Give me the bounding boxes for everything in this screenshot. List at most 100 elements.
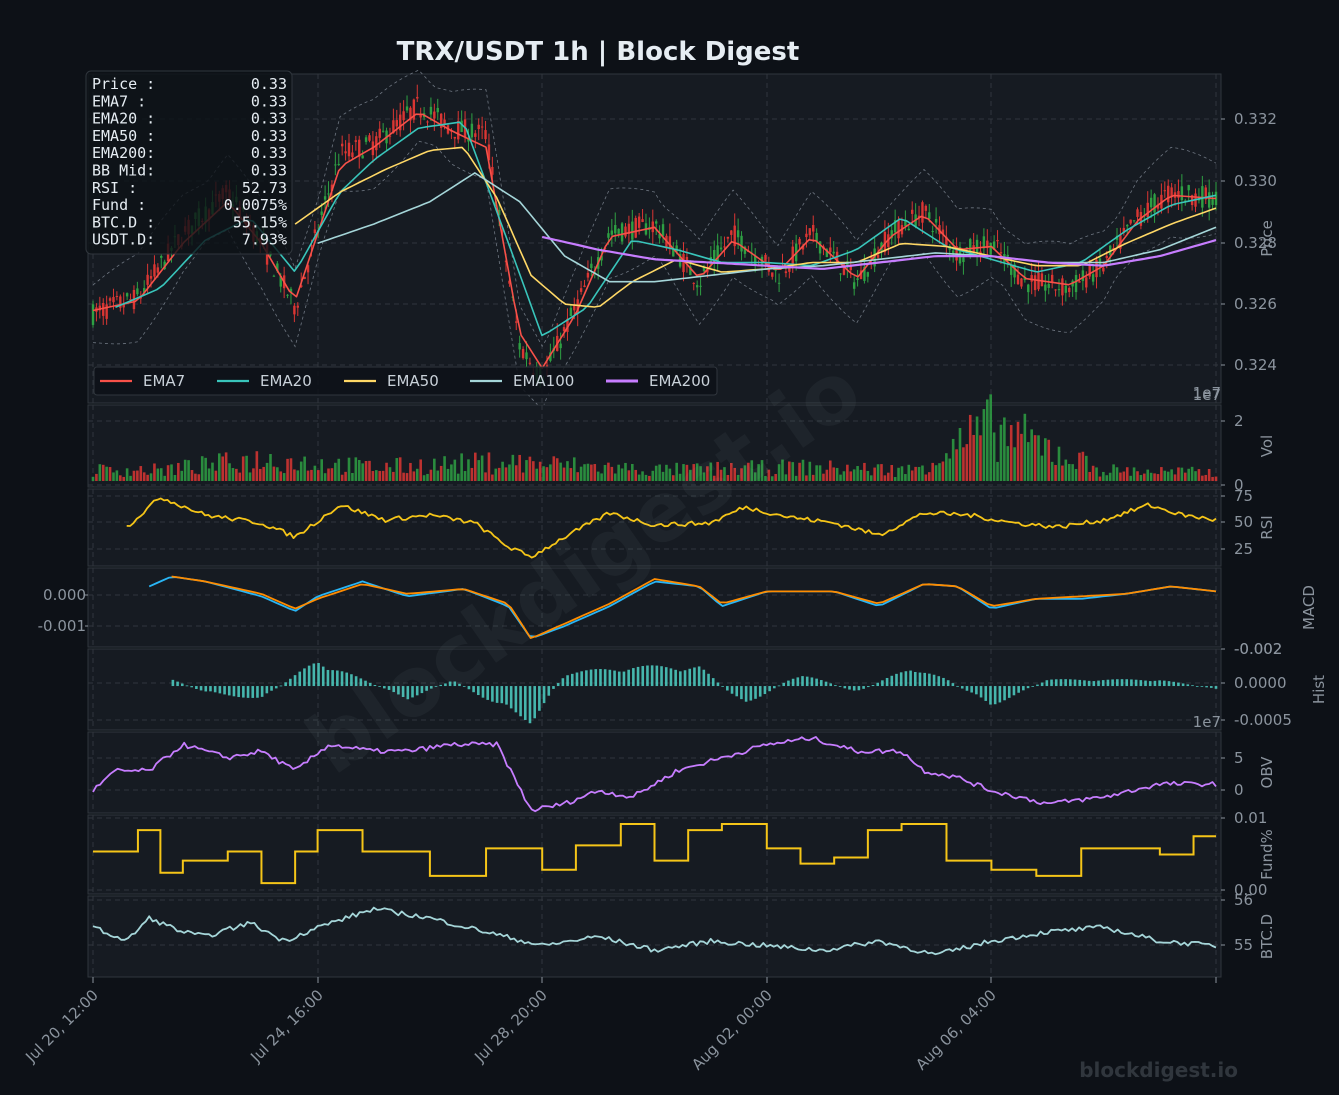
candle-body (870, 257, 873, 259)
bar-hist (552, 686, 555, 689)
candle-body (699, 285, 702, 287)
bar-vol (426, 473, 429, 481)
bar-hist (401, 686, 405, 698)
bar-hist (946, 680, 950, 687)
bar-hist (834, 685, 837, 687)
y-tick-label: 55 (1234, 936, 1253, 954)
bar-hist (298, 671, 302, 687)
candle-body (426, 121, 429, 123)
bar-hist (223, 686, 226, 695)
bar-hist (538, 686, 541, 711)
bar-vol (1084, 455, 1088, 481)
bar-vol (986, 399, 989, 481)
info-label: BB Mid: (92, 162, 155, 180)
candle-body (1119, 235, 1122, 249)
candle-body (849, 265, 852, 271)
bar-vol (1149, 472, 1153, 481)
bar-vol (310, 469, 313, 481)
bar-vol (313, 465, 317, 481)
bar-vol (893, 477, 897, 481)
candle-body (1040, 273, 1044, 287)
bar-vol (603, 464, 607, 481)
bar-vol (1132, 467, 1136, 481)
candle-body (1129, 219, 1132, 224)
series-fund- (93, 823, 1216, 885)
panel-y-label: BTC.D (1258, 914, 1276, 959)
info-label: BTC.D : (92, 213, 155, 231)
panel-background (87, 731, 1222, 814)
candle-body (419, 113, 422, 118)
bar-hist (444, 683, 447, 687)
legend-item-ema200: EMA200 (606, 372, 710, 390)
bar-vol (361, 463, 364, 481)
bar-vol (252, 468, 255, 481)
bar-hist (885, 677, 889, 687)
candle-body (1009, 265, 1013, 275)
bar-hist (754, 686, 757, 699)
candle-body (992, 241, 996, 250)
y-tick-label: 50 (1234, 513, 1253, 531)
series-signal (171, 575, 1217, 639)
bar-hist (669, 668, 673, 687)
candle-body (767, 262, 771, 272)
bar-hist (1120, 679, 1124, 687)
y-tick-label: -0.002 (1234, 640, 1282, 658)
bar-vol (1187, 468, 1190, 481)
bar-vol (624, 462, 627, 481)
candle-body (528, 362, 532, 364)
bar-hist (909, 670, 912, 687)
bar-vol (282, 473, 286, 481)
bar-vol (439, 465, 443, 481)
bar-vol (658, 464, 661, 481)
candle-body (276, 263, 279, 272)
indicator-info-box: Price : 0.33 EMA7 : 0.33 EMA20 : 0.33 EMA50 : 0… (85, 70, 293, 255)
y-tick-label: 0.330 (1234, 172, 1277, 190)
bar-vol (866, 470, 870, 481)
candle-body (1061, 278, 1064, 296)
bar-hist (1163, 680, 1166, 687)
candle-body (508, 280, 511, 284)
candle-body (381, 130, 385, 132)
bar-hist (505, 686, 508, 705)
candle-body (1187, 185, 1190, 191)
candle-body (774, 269, 777, 271)
bar-vol (1091, 465, 1095, 481)
candle-body (91, 304, 95, 325)
bar-vol (904, 474, 907, 481)
bar-vol (665, 464, 668, 481)
bar-vol (129, 475, 132, 481)
bar-vol (91, 476, 95, 481)
candle-body (1126, 224, 1129, 227)
bar-hist (674, 669, 677, 687)
y-tick-label: 56 (1234, 891, 1253, 909)
candle-body (907, 228, 910, 231)
bar-vol (617, 464, 620, 481)
bar-vol (753, 472, 757, 481)
candle-body (313, 229, 317, 234)
candle-body (736, 230, 740, 238)
bar-vol (344, 471, 347, 481)
candle-body (105, 304, 108, 319)
bar-vol (224, 452, 228, 481)
candle-body (852, 282, 856, 289)
bar-vol (880, 464, 883, 481)
candle-body (1105, 255, 1108, 259)
bar-vol (873, 467, 876, 481)
panel-y-label: Hist (1310, 675, 1328, 704)
candle-body (487, 144, 491, 161)
candle-body (467, 138, 470, 142)
panel-y-label: Price (1258, 220, 1276, 257)
bar-hist (768, 686, 771, 692)
bar-hist (528, 686, 532, 724)
bar-hist (1017, 686, 1020, 693)
bar-vol (798, 462, 801, 481)
candle-body (347, 142, 351, 157)
info-label: USDT.D: (92, 231, 155, 249)
bar-vol (412, 471, 416, 481)
bar-hist (1181, 683, 1185, 687)
candle-body (620, 223, 624, 242)
bar-hist (1177, 682, 1180, 687)
bar-vol (631, 463, 634, 481)
bar-vol (1197, 469, 1201, 481)
candle-body (1184, 200, 1187, 202)
